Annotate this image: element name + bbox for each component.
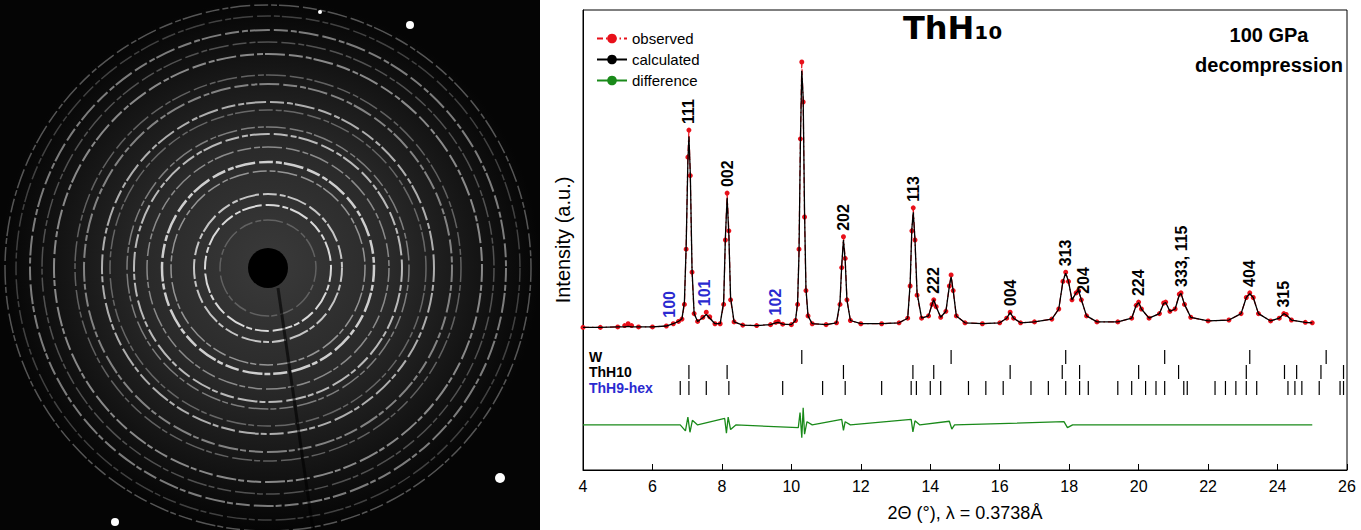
svg-text:18: 18 — [1060, 478, 1078, 495]
svg-text:14: 14 — [921, 478, 939, 495]
svg-text:ThH9-hex: ThH9-hex — [589, 380, 653, 396]
svg-text:101: 101 — [696, 279, 713, 306]
svg-text:20: 20 — [1130, 478, 1148, 495]
svg-text:102: 102 — [767, 289, 784, 316]
svg-text:224: 224 — [1130, 269, 1147, 296]
svg-text:404: 404 — [1241, 260, 1258, 287]
svg-text:100 GPa: 100 GPa — [1230, 24, 1310, 46]
svg-text:calculated: calculated — [632, 51, 700, 68]
svg-text:W: W — [589, 349, 603, 365]
svg-text:315: 315 — [1275, 281, 1292, 308]
svg-text:observed: observed — [632, 30, 694, 47]
svg-text:6: 6 — [648, 478, 657, 495]
svg-text:204: 204 — [1075, 267, 1092, 294]
svg-text:113: 113 — [905, 176, 922, 202]
svg-text:22: 22 — [1199, 478, 1217, 495]
svg-text:222: 222 — [925, 267, 942, 294]
svg-text:4: 4 — [579, 478, 588, 495]
svg-text:004: 004 — [1002, 279, 1019, 306]
svg-text:24: 24 — [1269, 478, 1287, 495]
svg-text:313: 313 — [1057, 239, 1074, 266]
svg-text:111: 111 — [680, 99, 697, 124]
svg-text:8: 8 — [717, 478, 726, 495]
svg-text:2Θ (°), λ = 0.3738Å: 2Θ (°), λ = 0.3738Å — [888, 503, 1043, 523]
svg-text:202: 202 — [835, 204, 852, 231]
svg-text:16: 16 — [991, 478, 1009, 495]
svg-text:10: 10 — [782, 478, 800, 495]
svg-text:decompression: decompression — [1195, 54, 1343, 76]
svg-text:002: 002 — [719, 160, 736, 187]
svg-text:ThH₁₀: ThH₁₀ — [903, 9, 1002, 47]
svg-text:333, 115: 333, 115 — [1173, 225, 1190, 287]
svg-text:26: 26 — [1338, 478, 1356, 495]
svg-text:100: 100 — [661, 291, 678, 318]
svg-text:Intensity (a.u.): Intensity (a.u.) — [552, 177, 574, 304]
svg-text:12: 12 — [852, 478, 870, 495]
svg-text:ThH10: ThH10 — [589, 364, 632, 380]
svg-text:difference: difference — [632, 72, 698, 89]
